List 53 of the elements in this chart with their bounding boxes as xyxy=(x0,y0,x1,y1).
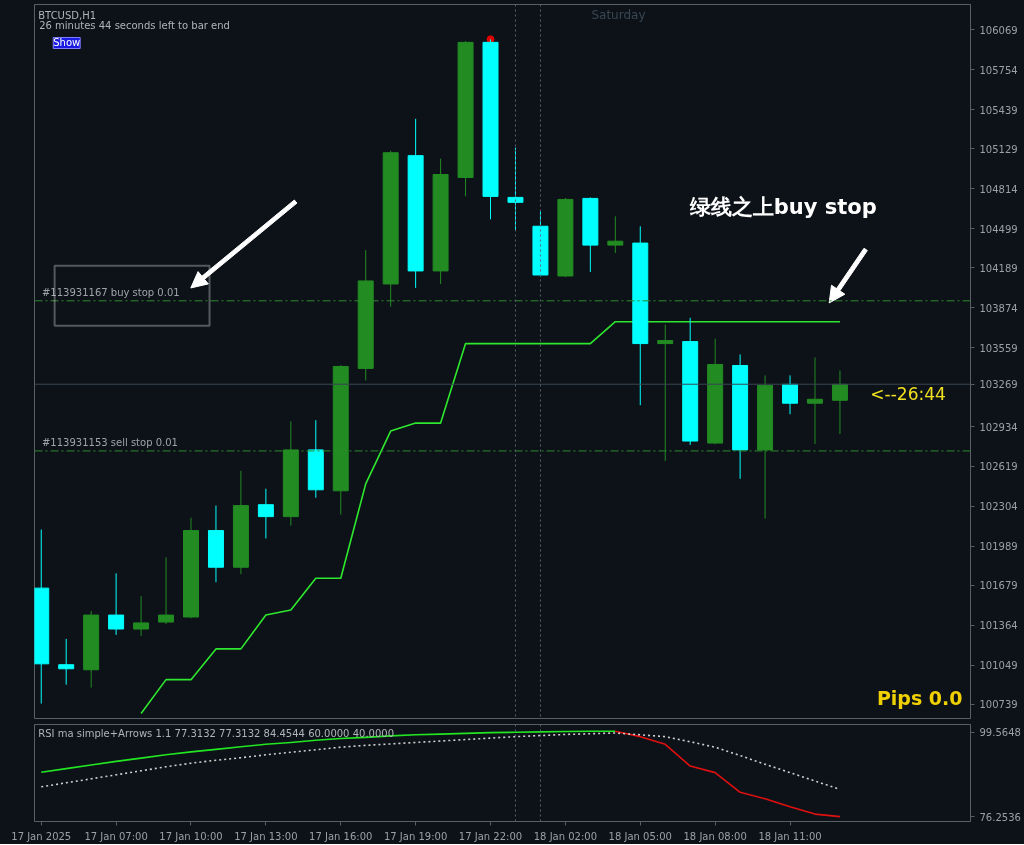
x-tick-label: 17 Jan 10:00 xyxy=(159,830,223,842)
y-tick-label: 103559 xyxy=(979,342,1018,354)
y-tick-label: 103269 xyxy=(979,379,1018,391)
y-tick-label: 101679 xyxy=(979,580,1018,592)
ref-line-label: #113931153 sell stop 0.01 xyxy=(41,436,178,448)
y-tick-label: 101049 xyxy=(979,660,1018,672)
candlestick xyxy=(831,369,848,435)
y-tick-label: 104189 xyxy=(979,262,1018,274)
y-tick-label: 102304 xyxy=(979,501,1018,513)
candlestick xyxy=(507,147,524,231)
candlestick xyxy=(133,595,150,637)
annotation: 26 minutes 44 seconds left to bar end xyxy=(39,20,230,32)
y-tick-label: 76.2536 xyxy=(979,811,1021,823)
chart-title: RSI ma simple+Arrows 1.1 77.3132 77.3132 84.4544 60.0000 40.0000 xyxy=(38,727,395,739)
candlestick xyxy=(782,374,799,415)
y-tick-label: 105754 xyxy=(979,64,1018,76)
line-series xyxy=(40,730,617,774)
annotation: 绿线之上buy stop xyxy=(688,194,877,219)
x-tick-label: 18 Jan 08:00 xyxy=(683,830,747,842)
candlestick xyxy=(58,638,75,686)
candlestick xyxy=(108,572,125,636)
line-series xyxy=(614,730,841,818)
y-tick-label: 102934 xyxy=(979,421,1018,433)
text: Pips 0.0 xyxy=(876,687,963,710)
x-tick-label: 17 Jan 2025 xyxy=(11,830,72,842)
x-tick-label: 17 Jan 16:00 xyxy=(309,830,373,842)
annotation: Show xyxy=(53,37,81,49)
x-tick-label: 18 Jan 02:00 xyxy=(533,830,598,842)
y-tick-label: 104814 xyxy=(979,183,1018,195)
y-tick-label: 99.5648 xyxy=(979,727,1021,739)
x-tick-label: 17 Jan 07:00 xyxy=(84,830,148,842)
candlestick xyxy=(158,556,175,625)
y-tick-label: 100739 xyxy=(979,699,1018,711)
y-tick-label: 105439 xyxy=(979,104,1018,116)
y-tick-label: 106069 xyxy=(979,24,1018,36)
y-tick-label: 102619 xyxy=(979,461,1018,473)
text: BTCUSD,H1 xyxy=(38,9,97,21)
candlestick xyxy=(607,215,624,254)
y-tick-label: 103874 xyxy=(979,302,1018,314)
x-tick-label: 17 Jan 19:00 xyxy=(383,830,448,842)
ref-line-label: #113931167 buy stop 0.01 xyxy=(41,286,180,298)
candlestick xyxy=(807,357,823,445)
y-tick-label: 105129 xyxy=(979,143,1018,155)
y-tick-label: 104499 xyxy=(979,223,1018,235)
x-tick-label: 17 Jan 13:00 xyxy=(234,830,298,842)
x-tick-label: 17 Jan 22:00 xyxy=(458,830,523,842)
annotation: Saturday xyxy=(591,7,646,22)
text: <--26:44 xyxy=(870,383,946,404)
x-tick-label: 18 Jan 11:00 xyxy=(758,830,822,842)
y-tick-label: 101989 xyxy=(979,541,1018,553)
y-tick-label: 101364 xyxy=(979,620,1018,632)
candlestick xyxy=(257,488,274,540)
x-tick-label: 18 Jan 05:00 xyxy=(608,830,672,842)
